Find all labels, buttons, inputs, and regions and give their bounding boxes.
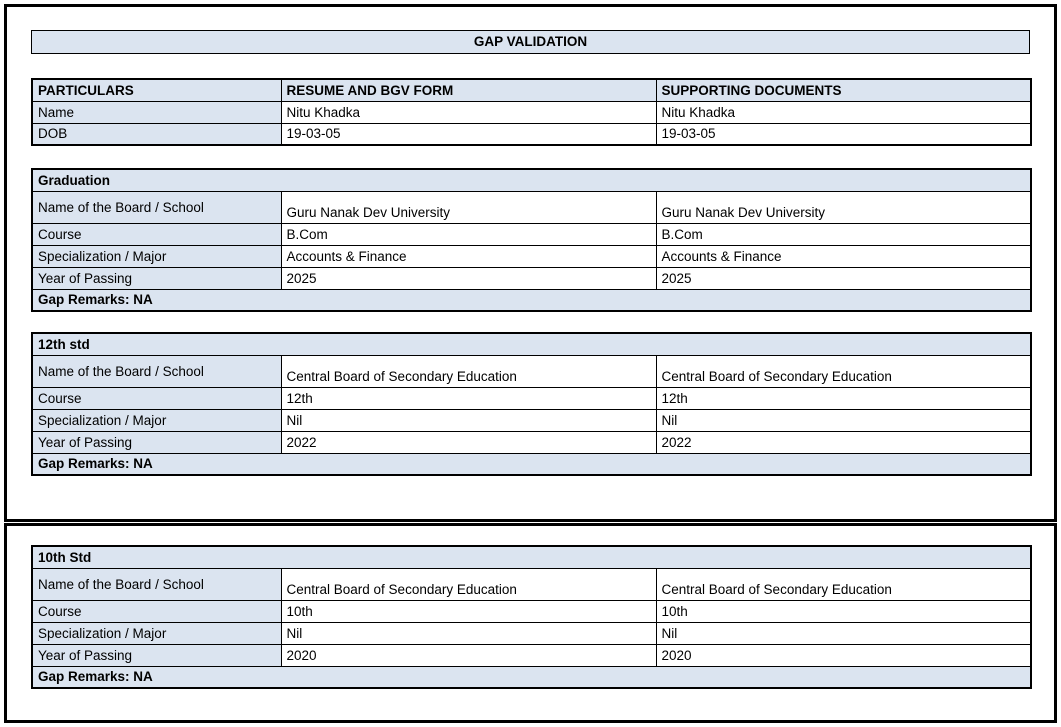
resume-value-cell: 12th [280, 386, 657, 410]
row-label-cell: Name of the Board / School [31, 567, 282, 601]
section-data-row: Specialization / Major Nil Nil [31, 621, 1032, 645]
summary-table: PARTICULARS RESUME AND BGV FORM SUPPORTING… [31, 78, 1032, 146]
sections-page-1: Graduation Name of the Board / School Guru… [31, 168, 1033, 476]
supporting-value-cell: 2022 [655, 430, 1032, 454]
row-label-cell: DOB [31, 122, 282, 146]
column-header: RESUME AND BGV FORM [280, 78, 657, 102]
section-data-row: Year of Passing 2020 2020 [31, 643, 1032, 667]
supporting-value-cell: Nil [655, 621, 1032, 645]
gap-remarks: Gap Remarks: NA [31, 665, 1032, 689]
row-label-cell: Specialization / Major [31, 244, 282, 268]
resume-value-cell: 2025 [280, 266, 657, 290]
section-data-row: Name of the Board / School Guru Nanak Dev… [31, 190, 1032, 224]
gap-remarks-row: Gap Remarks: NA [31, 665, 1032, 689]
resume-value-cell: 10th [280, 599, 657, 623]
resume-value-cell: Nil [280, 408, 657, 432]
section-data-row: Specialization / Major Nil Nil [31, 408, 1032, 432]
supporting-value-cell: Guru Nanak Dev University [655, 190, 1032, 224]
resume-value-cell: 19-03-05 [280, 122, 657, 146]
gap-remarks-row: Gap Remarks: NA [31, 288, 1032, 312]
section-title-row: 12th std [31, 332, 1032, 356]
row-label-cell: Course [31, 222, 282, 246]
section-table-10th-std: 10th Std Name of the Board / School Centra… [31, 545, 1033, 689]
gap-remarks: Gap Remarks: NA [31, 288, 1032, 312]
summary-row: DOB 19-03-05 19-03-05 [31, 122, 1032, 146]
supporting-value-cell: 12th [655, 386, 1032, 410]
supporting-value-cell: 2020 [655, 643, 1032, 667]
section-data-row: Year of Passing 2025 2025 [31, 266, 1032, 290]
section-title: 10th Std [31, 545, 1032, 569]
resume-value-cell: Accounts & Finance [280, 244, 657, 268]
resume-value-cell: 2022 [280, 430, 657, 454]
section-data-row: Course 12th 12th [31, 386, 1032, 410]
section-title-row: Graduation [31, 168, 1032, 192]
section-title-row: 10th Std [31, 545, 1032, 569]
gap-remarks: Gap Remarks: NA [31, 452, 1032, 476]
supporting-value-cell: 10th [655, 599, 1032, 623]
gap-remarks-row: Gap Remarks: NA [31, 452, 1032, 476]
row-label-cell: Course [31, 599, 282, 623]
section-table-12th-std: 12th std Name of the Board / School Centra… [31, 332, 1033, 476]
resume-value-cell: Central Board of Secondary Education [280, 354, 657, 388]
document-page-1: GAP VALIDATION PARTICULARS RESUME AND BGV… [4, 4, 1057, 522]
sections-page-2: 10th Std Name of the Board / School Centra… [31, 545, 1033, 689]
row-label-cell: Specialization / Major [31, 408, 282, 432]
section-data-row: Name of the Board / School Central Board … [31, 567, 1032, 601]
section-data-row: Course B.Com B.Com [31, 222, 1032, 246]
section-data-row: Name of the Board / School Central Board … [31, 354, 1032, 388]
column-header: SUPPORTING DOCUMENTS [655, 78, 1032, 102]
supporting-value-cell: 19-03-05 [655, 122, 1032, 146]
column-header: PARTICULARS [31, 78, 282, 102]
resume-value-cell: Guru Nanak Dev University [280, 190, 657, 224]
row-label-cell: Year of Passing [31, 643, 282, 667]
summary-table-slot: PARTICULARS RESUME AND BGV FORM SUPPORTING… [31, 78, 1032, 146]
resume-value-cell: Nil [280, 621, 657, 645]
row-label-cell: Year of Passing [31, 266, 282, 290]
resume-value-cell: Nitu Khadka [280, 100, 657, 124]
row-label-cell: Specialization / Major [31, 621, 282, 645]
supporting-value-cell: Central Board of Secondary Education [655, 567, 1032, 601]
row-label-cell: Name of the Board / School [31, 354, 282, 388]
resume-value-cell: B.Com [280, 222, 657, 246]
summary-header-row: PARTICULARS RESUME AND BGV FORM SUPPORTING… [31, 78, 1032, 102]
row-label-cell: Name of the Board / School [31, 190, 282, 224]
section-title: 12th std [31, 332, 1032, 356]
summary-row: Name Nitu Khadka Nitu Khadka [31, 100, 1032, 124]
document-page-2: 10th Std Name of the Board / School Centra… [4, 523, 1057, 723]
section-data-row: Course 10th 10th [31, 599, 1032, 623]
supporting-value-cell: Central Board of Secondary Education [655, 354, 1032, 388]
section-data-row: Year of Passing 2022 2022 [31, 430, 1032, 454]
row-label-cell: Year of Passing [31, 430, 282, 454]
resume-value-cell: 2020 [280, 643, 657, 667]
supporting-value-cell: Nil [655, 408, 1032, 432]
section-title: Graduation [31, 168, 1032, 192]
row-label-cell: Course [31, 386, 282, 410]
supporting-value-cell: B.Com [655, 222, 1032, 246]
row-label-cell: Name [31, 100, 282, 124]
supporting-value-cell: Nitu Khadka [655, 100, 1032, 124]
resume-value-cell: Central Board of Secondary Education [280, 567, 657, 601]
page-title: GAP VALIDATION [31, 30, 1030, 54]
supporting-value-cell: 2025 [655, 266, 1032, 290]
section-table-graduation: Graduation Name of the Board / School Guru… [31, 168, 1033, 312]
supporting-value-cell: Accounts & Finance [655, 244, 1032, 268]
section-data-row: Specialization / Major Accounts & Finance… [31, 244, 1032, 268]
